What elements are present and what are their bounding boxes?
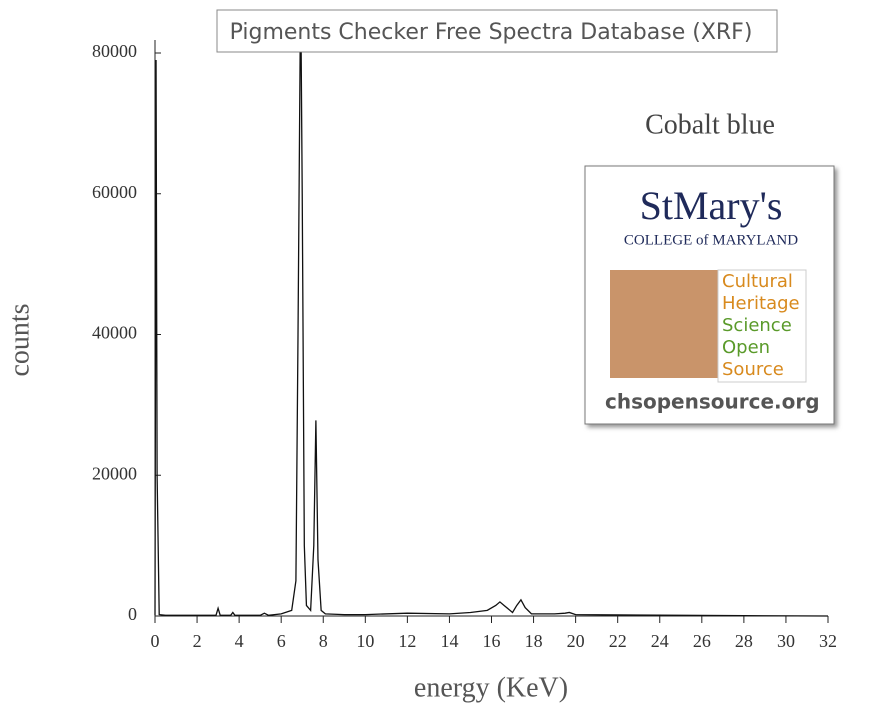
title-box — [216, 9, 778, 53]
logo-panel — [717, 269, 807, 383]
x-tick-label: 6 — [277, 631, 286, 651]
annotation: Cobalt blue — [645, 109, 775, 140]
x-tick-label: 20 — [567, 631, 585, 651]
chart-title: Pigments Checker Free Spectra Database (… — [230, 20, 753, 45]
logo-face — [610, 270, 720, 378]
x-axis-label: energy (KeV) — [414, 672, 568, 703]
x-tick-label: 24 — [651, 631, 669, 651]
logo-name: StMary's — [640, 183, 783, 228]
x-tick-label: 10 — [356, 631, 374, 651]
x-tick-label: 0 — [151, 631, 160, 651]
logo-line: Cultural — [722, 271, 793, 292]
x-tick-label: 30 — [777, 631, 795, 651]
spectrum-line — [154, 52, 829, 617]
x-tick-label: 4 — [235, 631, 244, 651]
y-tick-label: 80000 — [92, 41, 137, 61]
y-tick-label: 0 — [128, 604, 137, 624]
x-tick-label: 16 — [483, 631, 501, 651]
x-tick-label: 8 — [319, 631, 328, 651]
x-tick-label: 12 — [398, 631, 416, 651]
x-tick-label: 2 — [193, 631, 202, 651]
logo-subname: COLLEGE of MARYLAND — [624, 232, 798, 248]
x-tick-label: 22 — [609, 631, 627, 651]
y-axis-label: counts — [4, 303, 35, 376]
x-tick-label: 26 — [693, 631, 711, 651]
y-tick-label: 40000 — [92, 323, 137, 343]
x-tick-label: 28 — [735, 631, 753, 651]
logo-line: Science — [722, 315, 792, 336]
x-tick-label: 14 — [440, 631, 458, 651]
x-tick-label: 32 — [819, 631, 837, 651]
logo-url: chsopensource.org — [605, 390, 820, 414]
logo-line: Open — [722, 337, 770, 358]
logo-line: Heritage — [722, 293, 800, 314]
y-tick-label: 20000 — [92, 463, 137, 483]
logo: StMary's COLLEGE of MARYLAND chsopensour… — [584, 165, 835, 425]
y-tick-label: 60000 — [92, 182, 137, 202]
logo-line: Source — [722, 359, 784, 380]
x-tick-label: 18 — [525, 631, 543, 651]
